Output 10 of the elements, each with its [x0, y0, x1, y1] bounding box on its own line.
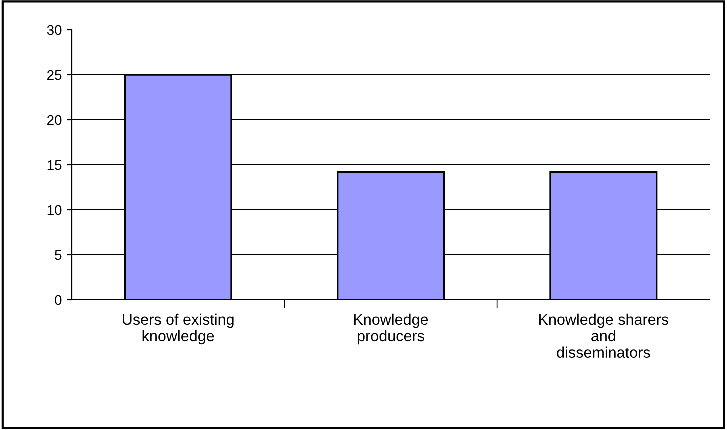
- y-tick-label: 20: [48, 115, 62, 126]
- y-tick-label: 5: [55, 250, 62, 260]
- x-tick-label: Users of existing knowledge: [123, 314, 234, 345]
- y-tick-label: 15: [48, 160, 62, 170]
- y-tick-label: 0: [55, 295, 62, 306]
- x-tick-label: Knowledge producers: [354, 314, 428, 345]
- x-tick-label: Knowledge sharers and disseminators: [540, 314, 669, 358]
- y-tick-label: 25: [48, 70, 62, 80]
- y-tick-label: 10: [48, 205, 62, 216]
- y-tick-label: 30: [47, 25, 62, 36]
